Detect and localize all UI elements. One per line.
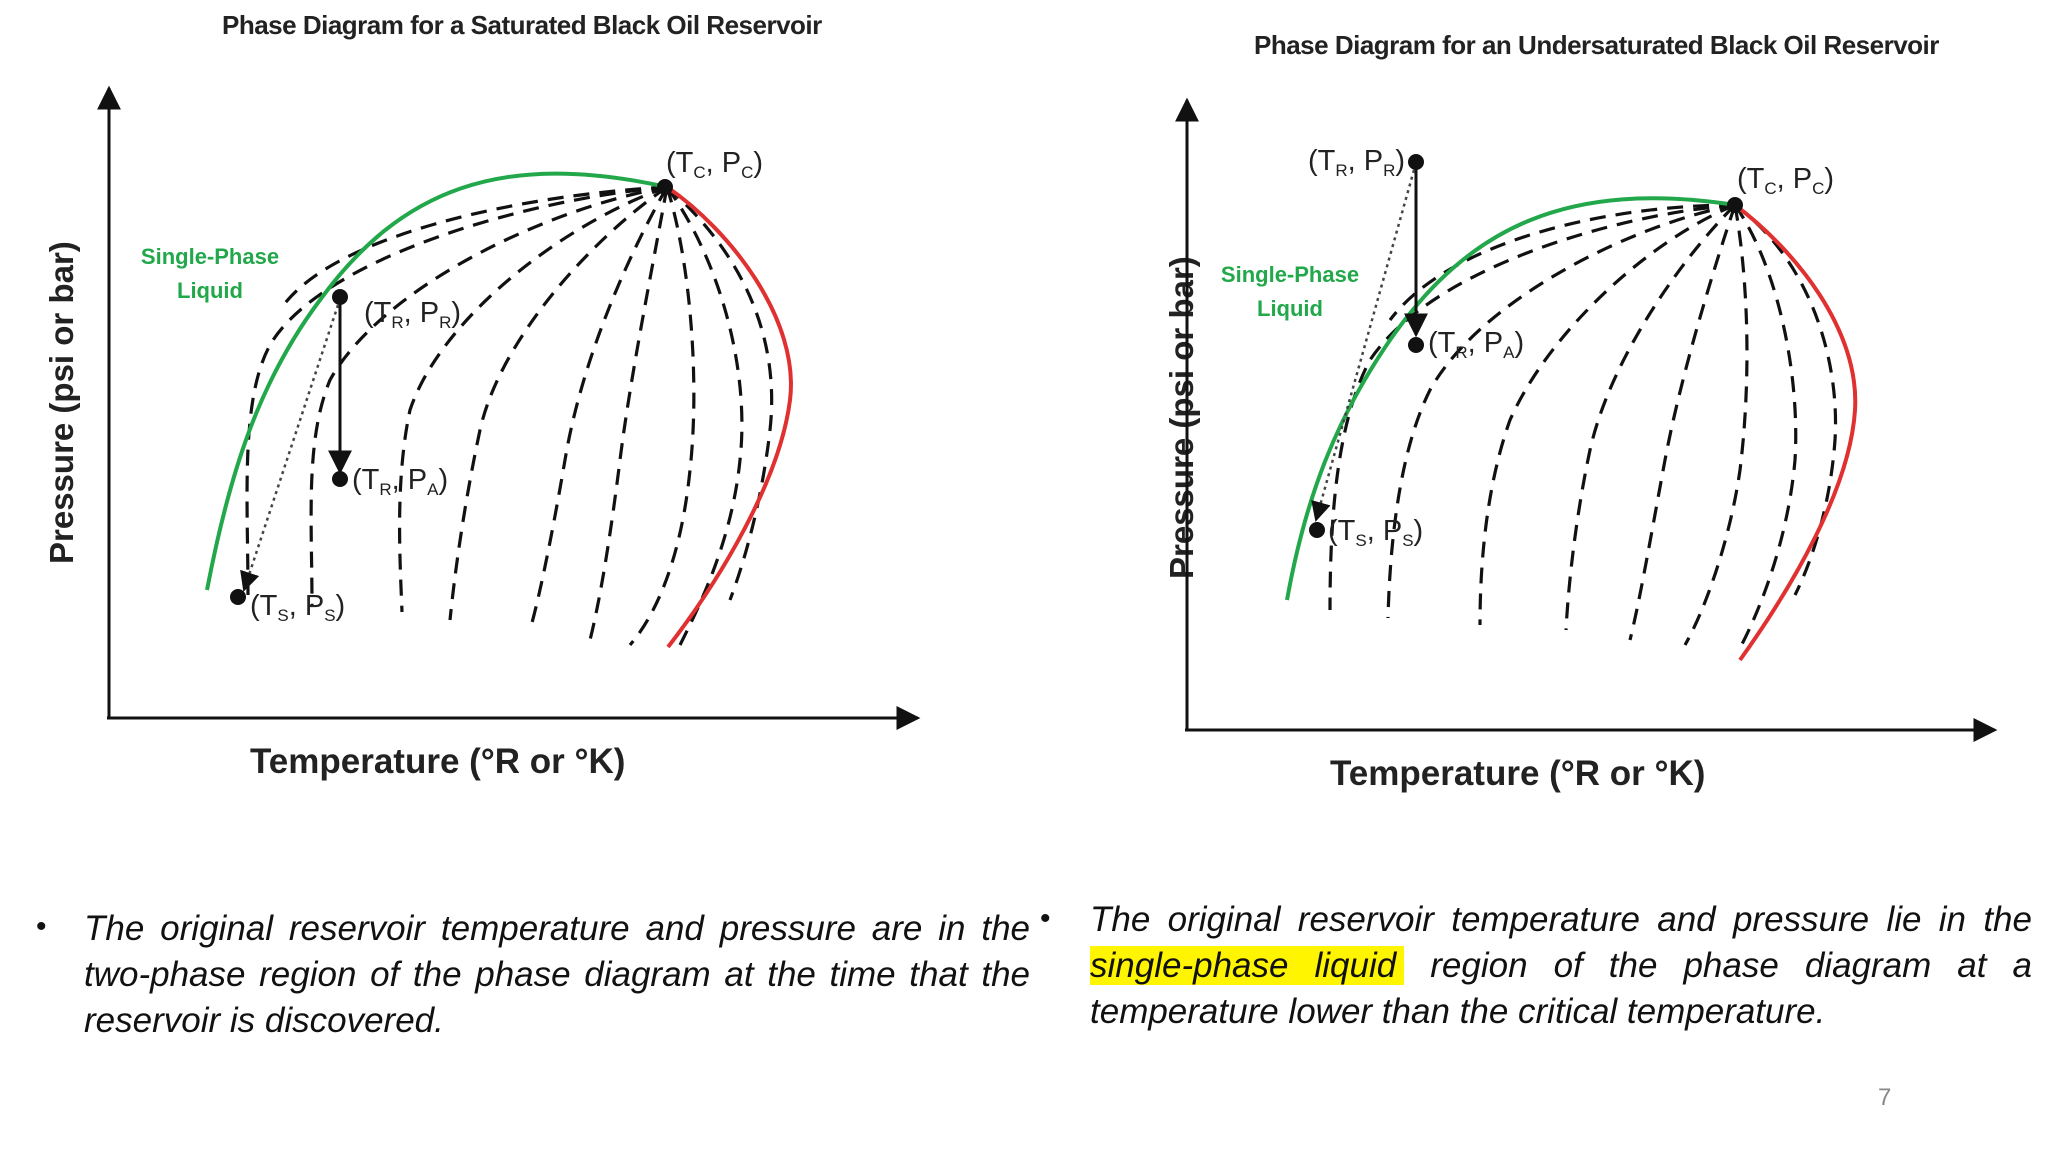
quality-line xyxy=(665,186,744,646)
quality-line xyxy=(448,185,668,621)
undersaturated-phase-diagram: Phase Diagram for an Undersaturated Blac… xyxy=(1090,0,2048,840)
quality-line xyxy=(1478,203,1736,626)
quality-line xyxy=(1683,204,1749,646)
critical-point xyxy=(1727,197,1743,213)
quality-line xyxy=(588,186,669,641)
saturation-point-label: (TS, PS) xyxy=(250,590,345,625)
plot-area: (TC, PC) (TR, PR) (TR, PA) (TS, PS) xyxy=(97,85,921,730)
quality-line xyxy=(528,186,669,631)
critical-point xyxy=(657,179,673,195)
x-axis-label: Temperature (°R or °K) xyxy=(1330,754,1706,793)
abandonment-point-label: (TR, PA) xyxy=(1428,327,1524,362)
reservoir-point xyxy=(1408,154,1424,170)
single-phase-liquid-label: Single-Phase Liquid xyxy=(130,240,290,308)
dew-point-curve xyxy=(665,185,793,649)
dotted-path-arrow xyxy=(1311,169,1416,522)
bullet-marker: • xyxy=(1040,902,1051,935)
bullet-marker: • xyxy=(36,910,47,943)
plot-area: (TC, PC) (TR, PR) (TR, PA) (TS, PS) xyxy=(1175,97,1998,742)
quality-line xyxy=(1386,203,1736,619)
quality-line xyxy=(1564,203,1737,631)
quality-line xyxy=(1734,203,1838,596)
diagram-title: Phase Diagram for a Saturated Black Oil … xyxy=(222,10,822,40)
bullet-right-text-start: The original reservoir temperature and p… xyxy=(1090,900,2032,939)
x-axis-label: Temperature (°R or °K) xyxy=(250,742,626,781)
quality-line xyxy=(245,185,668,596)
abandonment-point xyxy=(332,471,348,487)
region-label-line-1: Single-Phase xyxy=(140,244,280,269)
highlighted-phrase: single-phase liquid xyxy=(1090,946,1405,985)
quality-line xyxy=(1628,204,1737,641)
bullet-right-text-end: region of the phase diagram at a tempera… xyxy=(1090,946,2032,1031)
abandonment-point-label: (TR, PA) xyxy=(352,464,448,499)
quality-lines xyxy=(1328,203,1838,649)
abandonment-point xyxy=(1408,337,1424,353)
region-label-line-2: Liquid xyxy=(177,278,243,303)
reservoir-point-label: (TR, PR) xyxy=(364,297,461,332)
dotted-path-arrow xyxy=(240,304,340,592)
saturation-point xyxy=(1309,522,1325,538)
page-number: 7 xyxy=(1878,1084,1892,1111)
quality-line xyxy=(1388,203,1736,321)
critical-point-label: (TC, PC) xyxy=(1737,163,1834,198)
saturated-phase-diagram: Phase Diagram for a Saturated Black Oil … xyxy=(0,0,1024,840)
bullet-left: The original reservoir temperature and p… xyxy=(84,909,1030,1040)
quality-lines xyxy=(245,185,774,647)
diagram-title: Phase Diagram for an Undersaturated Blac… xyxy=(1254,30,1939,60)
quality-line xyxy=(309,185,668,606)
quality-line xyxy=(278,185,668,311)
quality-line xyxy=(1328,203,1736,611)
saturation-point xyxy=(230,589,246,605)
single-phase-liquid-label: Single-Phase Liquid xyxy=(1210,258,1370,326)
reservoir-point xyxy=(332,289,348,305)
quality-line xyxy=(628,186,696,647)
region-label-line-2: Liquid xyxy=(1257,296,1323,321)
bubble-point-curve xyxy=(1285,196,1736,601)
critical-point-label: (TC, PC) xyxy=(666,147,763,182)
region-label-line-1: Single-Phase xyxy=(1220,262,1360,287)
quality-line xyxy=(1733,204,1798,649)
quality-line xyxy=(397,185,668,613)
bullet-right: The original reservoir temperature and p… xyxy=(1090,897,2032,1035)
bubble-point-curve xyxy=(205,171,668,591)
quality-line xyxy=(665,185,774,601)
reservoir-point-label: (TR, PR) xyxy=(1308,145,1405,180)
saturation-point-label: (TS, PS) xyxy=(1328,515,1423,550)
dew-point-curve xyxy=(1733,203,1858,662)
